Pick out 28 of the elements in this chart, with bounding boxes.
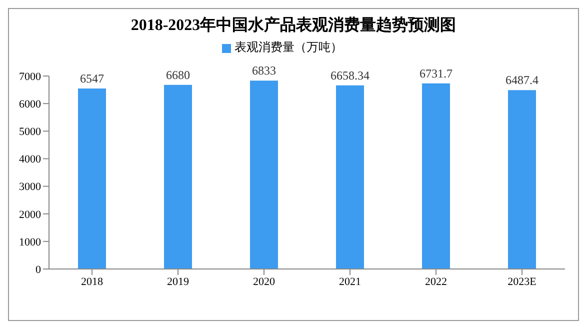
bar [336, 85, 364, 269]
data-label: 6680 [166, 68, 190, 82]
y-tick-label: 0 [36, 264, 42, 276]
y-tick-label: 2000 [19, 208, 42, 221]
x-tick-label: 2022 [425, 276, 447, 288]
legend-label: 表观消费量（万吨） [234, 40, 342, 54]
data-label: 6833 [252, 64, 276, 78]
bar [250, 80, 278, 269]
data-label: 6731.7 [420, 66, 452, 80]
y-tick-label: 3000 [19, 181, 42, 194]
data-label: 6658.34 [330, 68, 370, 82]
bar [508, 90, 536, 269]
y-tick-label: 6000 [19, 98, 42, 110]
bar [78, 88, 106, 269]
x-tick-label: 2019 [167, 276, 190, 288]
y-tick-label: 5000 [19, 126, 42, 138]
y-tick-label: 1000 [19, 236, 42, 248]
data-label: 6547 [80, 71, 104, 86]
x-tick-label: 2018 [81, 276, 104, 288]
y-tick-label: 7000 [19, 70, 42, 83]
chart-title: 2018-2023年中国水产品表观消费量趋势预测图 [130, 15, 458, 36]
y-tick-label: 4000 [19, 154, 42, 166]
x-tick-label: 2021 [339, 276, 361, 288]
x-tick-label: 2020 [253, 276, 276, 288]
data-label: 6487.4 [506, 73, 538, 88]
bar [164, 84, 192, 269]
x-tick-label: 2023E [508, 276, 537, 288]
bar [422, 83, 450, 269]
